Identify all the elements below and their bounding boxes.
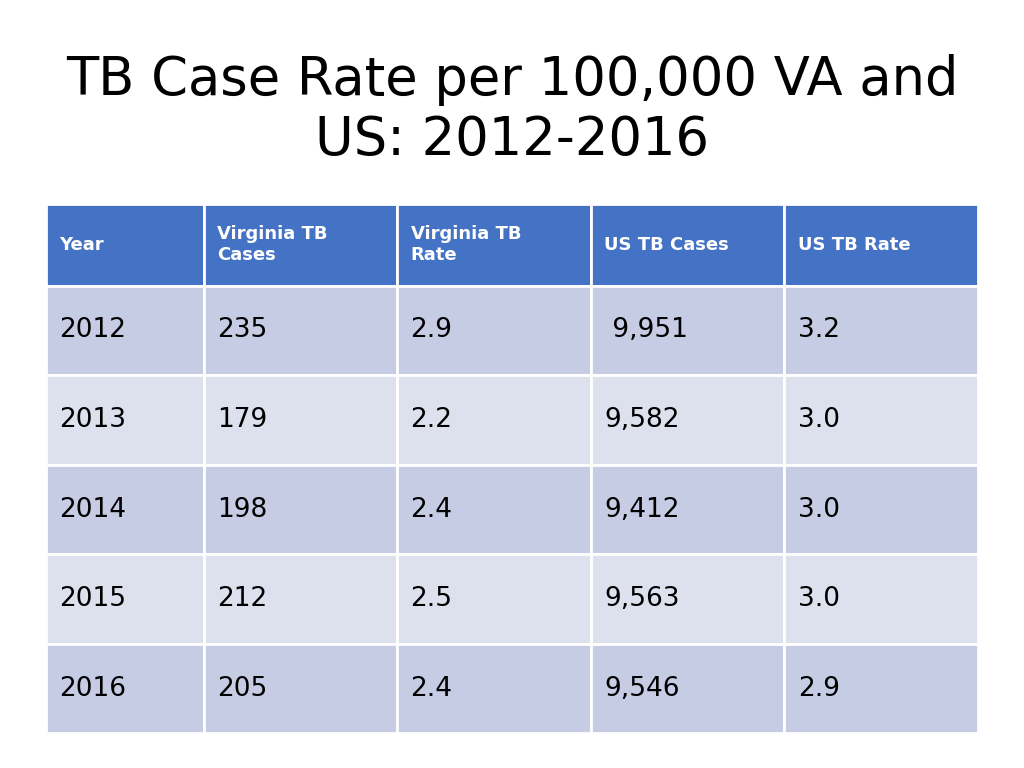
Text: 2.2: 2.2 [411, 407, 453, 433]
Bar [46, 204, 204, 286]
Text: 9,546: 9,546 [604, 676, 680, 702]
Bar [591, 286, 784, 376]
Text: 3.0: 3.0 [798, 407, 840, 433]
Text: TB Case Rate per 100,000 VA and
US: 2012-2016: TB Case Rate per 100,000 VA and US: 2012… [66, 54, 958, 166]
Text: 235: 235 [217, 317, 267, 343]
Text: Virginia TB
Cases: Virginia TB Cases [217, 225, 328, 264]
Bar [204, 376, 397, 465]
Text: 2014: 2014 [59, 497, 126, 522]
Text: 9,563: 9,563 [604, 586, 680, 612]
Text: 2.4: 2.4 [411, 676, 453, 702]
Bar [397, 286, 591, 376]
Bar [204, 286, 397, 376]
Text: 9,582: 9,582 [604, 407, 680, 433]
Text: US TB Cases: US TB Cases [604, 236, 729, 253]
Text: 2015: 2015 [59, 586, 126, 612]
Text: 2016: 2016 [59, 676, 126, 702]
Bar [204, 465, 397, 554]
Text: 9,951: 9,951 [604, 317, 688, 343]
Text: US TB Rate: US TB Rate [798, 236, 910, 253]
Bar [46, 554, 204, 644]
Text: 2.9: 2.9 [798, 676, 840, 702]
Bar [784, 204, 978, 286]
Text: 2012: 2012 [59, 317, 126, 343]
Bar [591, 376, 784, 465]
Bar [397, 204, 591, 286]
Bar [46, 286, 204, 376]
Bar [784, 465, 978, 554]
Text: 3.2: 3.2 [798, 317, 840, 343]
Bar [204, 554, 397, 644]
Bar [204, 204, 397, 286]
Text: 2.5: 2.5 [411, 586, 453, 612]
Text: 9,412: 9,412 [604, 497, 680, 522]
Bar [591, 204, 784, 286]
Text: 205: 205 [217, 676, 267, 702]
Bar [784, 644, 978, 733]
Text: Virginia TB
Rate: Virginia TB Rate [411, 225, 521, 264]
Text: 2.9: 2.9 [411, 317, 453, 343]
Bar [46, 644, 204, 733]
Bar [397, 644, 591, 733]
Bar [397, 554, 591, 644]
Bar [591, 465, 784, 554]
Text: 2013: 2013 [59, 407, 126, 433]
Text: 3.0: 3.0 [798, 497, 840, 522]
Bar [46, 465, 204, 554]
Bar [397, 376, 591, 465]
Bar [46, 376, 204, 465]
Text: Year: Year [59, 236, 104, 253]
Bar [591, 554, 784, 644]
Text: 2.4: 2.4 [411, 497, 453, 522]
Bar [784, 286, 978, 376]
Text: 179: 179 [217, 407, 267, 433]
Text: 3.0: 3.0 [798, 586, 840, 612]
Bar [784, 376, 978, 465]
Bar [591, 644, 784, 733]
Text: 212: 212 [217, 586, 267, 612]
Bar [784, 554, 978, 644]
Bar [397, 465, 591, 554]
Text: 198: 198 [217, 497, 267, 522]
Bar [204, 644, 397, 733]
